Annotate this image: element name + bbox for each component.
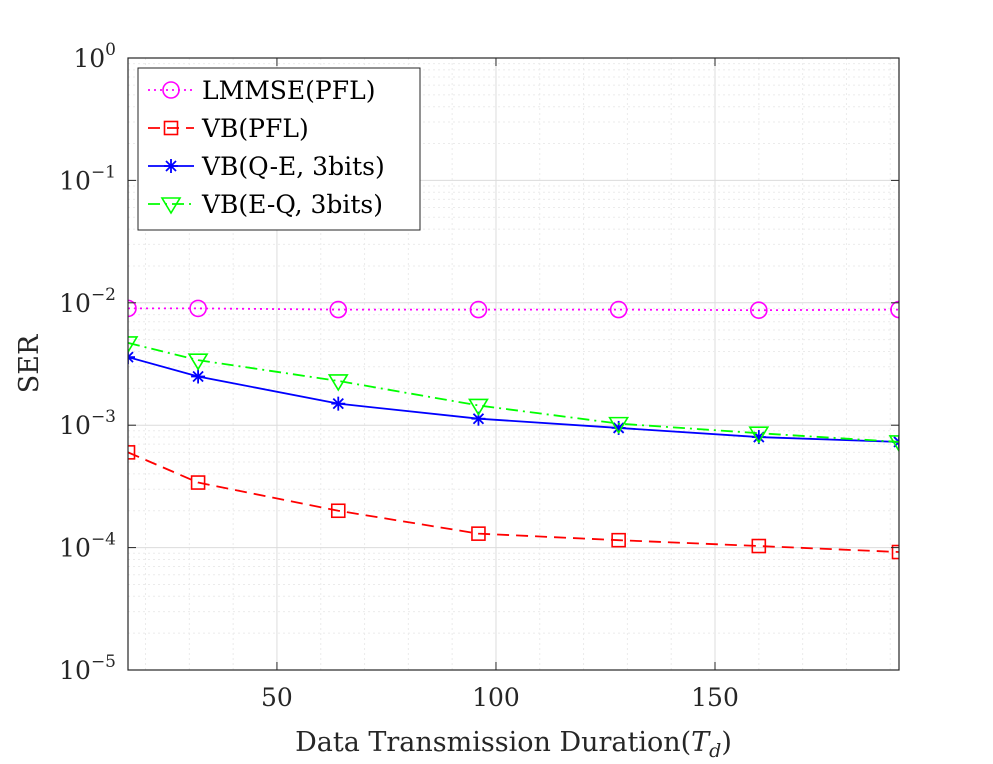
legend: LMMSE(PFL) VB(PFL) VB(Q-E, 3bits) VB(E-Q, 3… xyxy=(137,67,421,231)
y-tick-label: 100 xyxy=(73,40,116,73)
legend-label: VB(PFL) xyxy=(201,114,309,143)
data-point xyxy=(189,299,207,318)
data-point xyxy=(609,300,628,319)
data-point xyxy=(608,416,630,435)
data-point xyxy=(191,369,206,384)
y-tick-label: 10−3 xyxy=(59,407,116,440)
series-line xyxy=(128,307,899,312)
y-axis-label: SER xyxy=(14,334,45,393)
data-point xyxy=(888,435,899,453)
data-point xyxy=(187,353,209,371)
data-point xyxy=(190,475,206,490)
asterisk-stroke xyxy=(192,370,204,383)
asterisk-stroke xyxy=(472,413,485,425)
asterisk-stroke xyxy=(893,436,899,444)
series-line xyxy=(128,342,899,443)
data-point xyxy=(471,411,486,426)
data-point xyxy=(890,300,899,319)
data-point xyxy=(891,544,899,560)
legend-label: LMMSE(PFL) xyxy=(202,76,375,105)
series-VB(PFL) xyxy=(128,445,899,560)
data-point xyxy=(331,396,346,411)
legend-item: VB(Q-E, 3bits) xyxy=(148,152,385,181)
legend-marker xyxy=(160,197,182,215)
x-axis-label: Data Transmission Duration(Td) xyxy=(295,727,732,762)
series-layer xyxy=(128,299,899,560)
y-tick-label: 10−5 xyxy=(59,652,116,685)
x-tick-label: 50 xyxy=(261,683,293,712)
legend-label: VB(Q-E, 3bits) xyxy=(201,152,385,181)
legend-item: VB(E-Q, 3bits) xyxy=(148,190,383,219)
y-tick-label: 10−1 xyxy=(59,162,116,195)
legend-label: VB(E-Q, 3bits) xyxy=(201,190,383,219)
series-VB(Q-E, 3bits) xyxy=(128,350,899,449)
data-point xyxy=(128,445,136,460)
data-point xyxy=(128,299,137,318)
data-point xyxy=(468,398,489,417)
data-point xyxy=(469,300,488,319)
x-tick-label: 100 xyxy=(472,683,520,712)
axis-ticks xyxy=(128,57,899,671)
asterisk-stroke xyxy=(128,351,134,359)
data-point xyxy=(748,426,770,444)
legend-marker xyxy=(164,159,178,173)
data-point xyxy=(128,336,139,354)
asterisk-stroke xyxy=(165,160,177,172)
data-point xyxy=(128,350,135,365)
data-point xyxy=(471,526,486,541)
plot-frame xyxy=(127,57,900,671)
asterisk-stroke xyxy=(332,398,344,410)
data-point xyxy=(611,532,626,548)
data-point xyxy=(330,503,346,519)
data-point xyxy=(327,374,349,392)
tick-labels: 50 100 150 10−5 10−4 10−3 10−2 10−1 100 xyxy=(59,40,739,712)
legend-marker xyxy=(162,81,180,99)
x-tick-label: 150 xyxy=(691,683,739,712)
y-tick-label: 10−2 xyxy=(59,285,116,318)
data-point xyxy=(750,301,768,320)
legend-marker xyxy=(163,120,179,136)
y-tick-label: 10−4 xyxy=(59,530,116,563)
legend-box xyxy=(137,67,421,231)
asterisk-stroke xyxy=(128,355,134,363)
data-point xyxy=(751,538,767,554)
data-point xyxy=(329,300,348,319)
series-VB(E-Q, 3bits) xyxy=(128,336,899,453)
series-LMMSE(PFL) xyxy=(128,299,899,320)
legend-item: LMMSE(PFL) xyxy=(148,76,375,105)
grid xyxy=(128,57,899,671)
legend-item: VB(PFL) xyxy=(148,114,309,143)
asterisk-stroke xyxy=(612,422,625,434)
series-line xyxy=(128,451,899,553)
